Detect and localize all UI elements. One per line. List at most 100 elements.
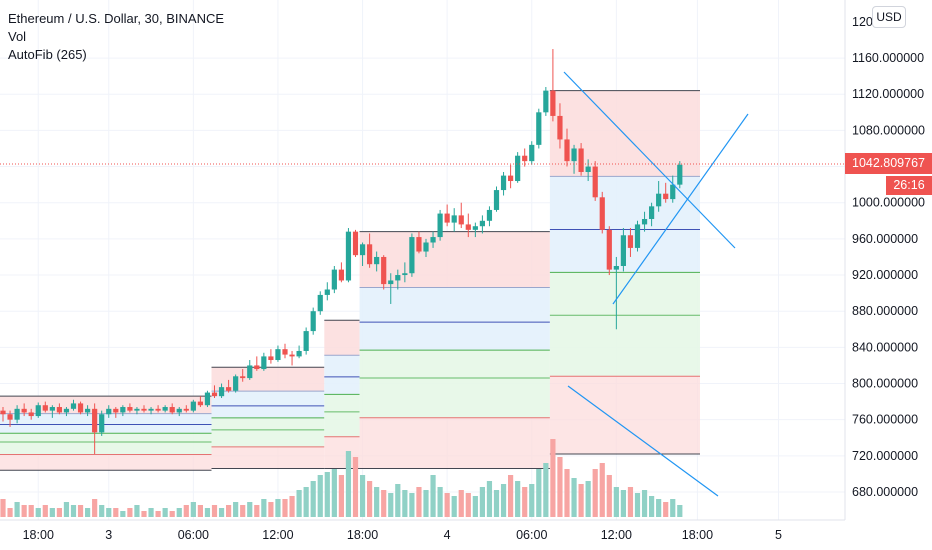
candle-body	[218, 387, 225, 397]
candle-body	[345, 231, 352, 281]
volume-indicator-label[interactable]: Vol	[8, 29, 27, 44]
candle-body	[479, 220, 485, 227]
price-tick-label: 1080.000000	[852, 123, 925, 137]
candle-body	[268, 356, 274, 361]
fib-band-lower	[549, 376, 700, 455]
volume-bar	[409, 493, 415, 517]
volume-bar	[303, 487, 309, 517]
volume-bar	[649, 496, 655, 517]
candle-body	[42, 405, 48, 411]
volume-bar	[388, 493, 394, 517]
candle-body	[197, 401, 203, 406]
candle-body	[7, 414, 13, 420]
price-tick-label: 760.000000	[852, 413, 918, 427]
candle-body	[338, 269, 344, 281]
candle-body	[56, 407, 62, 413]
candle-body	[275, 349, 281, 361]
price-tick-label-partial: 120	[852, 15, 873, 29]
volume-bar	[169, 511, 175, 517]
candle-body	[63, 408, 70, 413]
volume-bar	[218, 508, 225, 517]
symbol-title[interactable]: Ethereum / U.S. Dollar, 30, BINANCE	[8, 11, 225, 26]
fib-band-mid	[359, 287, 550, 351]
time-tick-label: 5	[775, 528, 782, 542]
volume-bar	[127, 508, 133, 517]
volume-bar	[63, 502, 70, 517]
candle-body	[324, 289, 330, 295]
candle-body	[578, 148, 584, 172]
candle-body	[113, 408, 119, 413]
volume-bar	[226, 505, 232, 517]
price-tick-label: 1000.000000	[852, 196, 925, 210]
candle-body	[233, 376, 239, 391]
time-tick-label: 3	[105, 528, 112, 542]
candle-body	[543, 90, 549, 113]
volume-bar	[275, 499, 281, 517]
volume-bar	[197, 505, 203, 517]
volume-bar	[557, 457, 563, 517]
candle-body	[169, 407, 175, 413]
volume-bar	[211, 505, 218, 517]
volume-bar	[21, 505, 27, 517]
volume-bar	[430, 475, 436, 517]
volume-bar	[585, 481, 591, 517]
volume-bar	[162, 508, 168, 517]
volume-bar	[106, 508, 112, 517]
candle-body	[536, 112, 542, 145]
candle-body	[620, 235, 626, 266]
candle-body	[183, 408, 189, 411]
volume-bar	[42, 505, 48, 517]
volume-bar	[113, 508, 119, 517]
candle-body	[564, 139, 570, 162]
time-tick-label: 12:00	[262, 528, 293, 542]
time-tick-label: 4	[444, 528, 451, 542]
fib-band-green	[211, 417, 325, 447]
candle-body	[99, 414, 105, 433]
volume-bar	[536, 469, 542, 517]
volume-bar	[155, 511, 161, 517]
candle-body	[247, 365, 253, 379]
price-tick-label: 840.000000	[852, 340, 918, 354]
volume-bar	[70, 505, 77, 517]
volume-bar	[606, 475, 612, 517]
candle-body	[106, 408, 112, 415]
fib-band-green	[0, 433, 212, 455]
volume-bar	[120, 511, 126, 517]
fib-band-green	[359, 350, 550, 418]
candle-body	[261, 356, 267, 370]
volume-bar	[677, 505, 683, 517]
fib-band-mid	[0, 413, 212, 434]
volume-bar	[331, 469, 337, 517]
volume-bar	[134, 505, 140, 517]
time-axis: 18:00 3 06:00 12:00 18:00 4 06:00 12:00 18:00 5	[0, 519, 932, 550]
candle-body	[282, 349, 288, 355]
candle-body	[226, 387, 232, 391]
candle-body	[493, 190, 500, 210]
volume-bar	[472, 496, 478, 517]
currency-button[interactable]: USD	[872, 6, 906, 28]
fib-band-green	[549, 272, 700, 377]
volume-bar	[670, 499, 676, 517]
volume-bar	[416, 487, 422, 517]
volume-bar	[0, 499, 6, 517]
volume-bar	[550, 439, 556, 517]
candle-body	[310, 311, 316, 332]
volume-bar	[444, 493, 450, 517]
autofib-indicator-label[interactable]: AutoFib (265)	[8, 47, 87, 62]
candle-body	[437, 213, 443, 238]
candle-body	[141, 408, 147, 411]
volume-bar	[367, 481, 373, 517]
candle-body	[515, 155, 521, 182]
candle-body	[529, 144, 535, 162]
volume-bar	[190, 502, 196, 517]
candle-body	[677, 164, 683, 185]
volume-bar	[465, 493, 471, 517]
volume-bar	[599, 463, 605, 517]
candle-body	[176, 408, 182, 413]
volume-bar	[663, 502, 669, 517]
volume-bar	[522, 487, 528, 517]
price-tick-label: 1120.000000	[852, 87, 924, 101]
candle-body	[155, 408, 161, 411]
chart-legend: Ethereum / U.S. Dollar, 30, BINANCE Vol …	[8, 10, 224, 64]
